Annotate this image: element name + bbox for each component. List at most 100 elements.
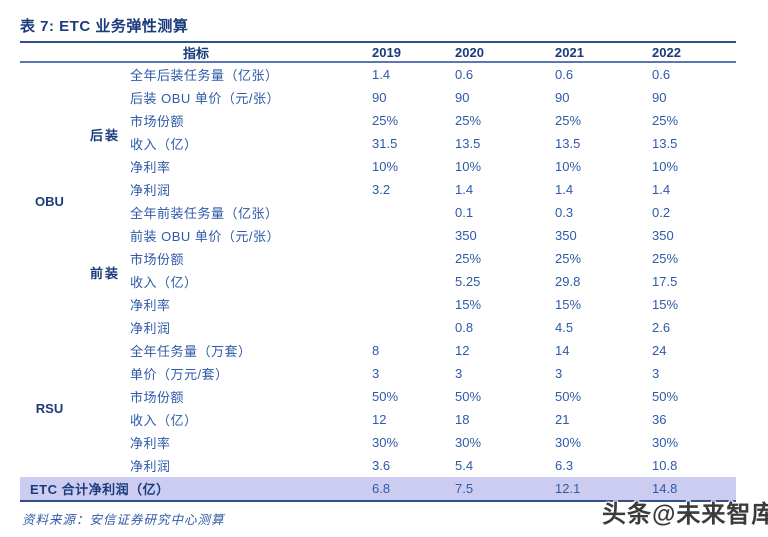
row-value-2019: 50%: [372, 389, 399, 404]
row-value-2021: 25%: [555, 251, 582, 266]
row-indicator-label: 全年前装任务量（亿张）: [130, 206, 279, 221]
row-value-2021: 10%: [555, 159, 582, 174]
title-divider: [20, 41, 736, 43]
row-value-2020: 350: [455, 228, 477, 243]
row-value-2020: 18: [455, 412, 470, 427]
row-value-2021: 25%: [555, 113, 582, 128]
row-value-2020: 15%: [455, 297, 482, 312]
row-value-2022: 17.5: [652, 274, 678, 289]
row-value-2020: 25%: [455, 113, 482, 128]
row-value-2020: 13.5: [455, 136, 481, 151]
row-value-2022: 13.5: [652, 136, 678, 151]
table-row: 后装 OBU 单价（元/张） 90 90 90 90: [20, 86, 736, 109]
table-row: 净利率 30% 30% 30% 30%: [20, 431, 736, 454]
watermark-toutiao: 头条@未来智库: [602, 501, 768, 528]
row-value-2020: 5.4: [455, 458, 474, 473]
row-value-2021: 13.5: [555, 136, 581, 151]
row-value-2019: 30%: [372, 435, 399, 450]
row-indicator-label: 市场份额: [130, 390, 185, 405]
total-row-label: ETC 合计净利润（亿）: [30, 482, 170, 497]
table-row: 净利润 3.2 1.4 1.4 1.4: [20, 178, 736, 201]
row-value-2020: 90: [455, 90, 470, 105]
row-value-2022: 24: [652, 343, 667, 358]
row-value-2020: 10%: [455, 159, 482, 174]
header-year-2020: 2020: [455, 44, 484, 60]
row-indicator-label: 净利润: [130, 321, 171, 336]
row-indicator-label: 市场份额: [130, 114, 185, 129]
table-row: 全年前装任务量（亿张） 0.1 0.3 0.2: [20, 201, 736, 224]
table-body: 全年后装任务量（亿张） 1.4 0.6 0.6 0.6 后装 OBU 单价（元/…: [20, 63, 736, 477]
row-value-2022: 50%: [652, 389, 679, 404]
row-value-2022: 1.4: [652, 182, 671, 197]
row-value-2021: 30%: [555, 435, 582, 450]
total-value-2022: 14.8: [652, 481, 678, 496]
header-year-2022: 2022: [652, 44, 681, 60]
row-indicator-label: 收入（亿）: [130, 137, 198, 152]
row-value-2019: 31.5: [372, 136, 398, 151]
row-value-2021: 6.3: [555, 458, 574, 473]
row-value-2020: 12: [455, 343, 470, 358]
row-indicator-label: 单价（万元/套）: [130, 367, 229, 382]
row-value-2020: 0.8: [455, 320, 474, 335]
row-value-2020: 1.4: [455, 182, 474, 197]
row-value-2022: 36: [652, 412, 667, 427]
row-value-2021: 3: [555, 366, 563, 381]
row-value-2022: 25%: [652, 251, 679, 266]
row-value-2019: 10%: [372, 159, 399, 174]
subgroup-label-frontmarket: 前装: [89, 266, 120, 281]
row-indicator-label: 收入（亿）: [130, 275, 198, 290]
total-value-2019: 6.8: [372, 481, 391, 496]
row-value-2020: 0.1: [455, 205, 474, 220]
row-value-2019: 25%: [372, 113, 399, 128]
row-indicator-label: 前装 OBU 单价（元/张）: [130, 229, 281, 244]
table-row: 前装 OBU 单价（元/张） 350 350 350: [20, 224, 736, 247]
row-value-2022: 0.6: [652, 67, 671, 82]
row-indicator-label: 净利润: [130, 183, 171, 198]
row-value-2022: 30%: [652, 435, 679, 450]
row-value-2020: 50%: [455, 389, 482, 404]
row-value-2021: 4.5: [555, 320, 574, 335]
group-label-obu: OBU: [35, 194, 64, 209]
group-label-rsu: RSU: [35, 401, 64, 416]
table-row: 全年任务量（万套） 8 12 14 24: [20, 339, 736, 362]
row-value-2020: 30%: [455, 435, 482, 450]
table-title: 表 7: ETC 业务弹性测算: [20, 18, 189, 35]
total-value-2020: 7.5: [455, 481, 474, 496]
row-value-2021: 0.3: [555, 205, 574, 220]
row-value-2020: 0.6: [455, 67, 474, 82]
row-value-2021: 14: [555, 343, 570, 358]
row-value-2021: 50%: [555, 389, 582, 404]
row-value-2022: 3: [652, 366, 660, 381]
row-value-2022: 15%: [652, 297, 679, 312]
header-indicator: 指标: [182, 45, 209, 61]
header-divider: [20, 61, 736, 63]
row-value-2021: 0.6: [555, 67, 574, 82]
table-row: 收入（亿） 31.5 13.5 13.5 13.5: [20, 132, 736, 155]
row-value-2021: 90: [555, 90, 570, 105]
row-value-2021: 15%: [555, 297, 582, 312]
row-value-2019: 3: [372, 366, 380, 381]
row-value-2020: 3: [455, 366, 463, 381]
table-row: 全年后装任务量（亿张） 1.4 0.6 0.6 0.6: [20, 63, 736, 86]
bottom-divider: [20, 500, 736, 502]
table-row: 单价（万元/套） 3 3 3 3: [20, 362, 736, 385]
row-value-2020: 25%: [455, 251, 482, 266]
table-row: 净利润 0.8 4.5 2.6: [20, 316, 736, 339]
subgroup-label-aftermarket: 后装: [89, 128, 120, 143]
row-value-2019: 90: [372, 90, 387, 105]
row-value-2021: 350: [555, 228, 577, 243]
header-year-2019: 2019: [372, 44, 401, 60]
row-indicator-label: 净利率: [130, 436, 171, 451]
row-value-2022: 350: [652, 228, 674, 243]
row-value-2019: 1.4: [372, 67, 391, 82]
row-value-2020: 5.25: [455, 274, 481, 289]
row-indicator-label: 净利润: [130, 459, 171, 474]
table-row: 收入（亿） 5.25 29.8 17.5: [20, 270, 736, 293]
row-value-2022: 0.2: [652, 205, 671, 220]
table-row: 净利率 10% 10% 10% 10%: [20, 155, 736, 178]
row-indicator-label: 市场份额: [130, 252, 185, 267]
row-value-2022: 2.6: [652, 320, 671, 335]
row-indicator-label: 全年后装任务量（亿张）: [130, 68, 279, 83]
row-value-2021: 21: [555, 412, 570, 427]
